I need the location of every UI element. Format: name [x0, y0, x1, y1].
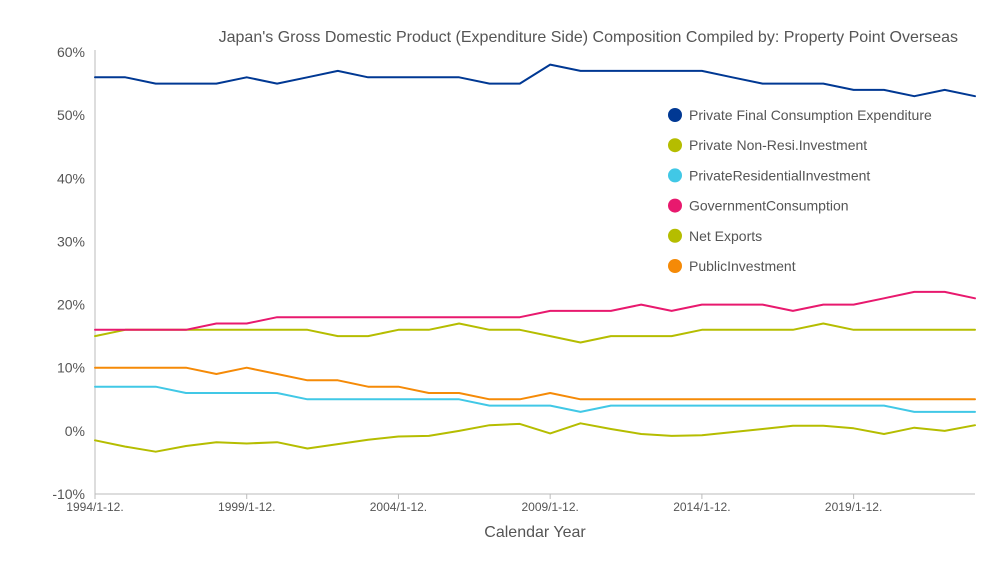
x-tick-label: 1994/1-12.	[66, 500, 123, 514]
series-line-0	[94, 63, 976, 98]
legend-label: PrivateResidentialInvestment	[689, 167, 870, 183]
series-line-1	[94, 322, 976, 344]
y-tick-label: 30%	[57, 233, 85, 249]
series-line-2	[94, 385, 976, 413]
legend-label: Private Final Consumption Expenditure	[689, 107, 932, 123]
series-line-4	[94, 422, 976, 453]
y-tick-label: 60%	[57, 44, 85, 60]
legend: Private Final Consumption Expenditure Pri…	[668, 107, 932, 274]
x-axis: 1994/1-12. 1999/1-12. 2004/1-12. 2009/1-12.…	[66, 493, 975, 514]
series-line-3	[94, 290, 976, 331]
y-axis: -10% 0% 10% 20% 30% 40% 50% 60%	[52, 44, 96, 502]
x-tick-label: 2004/1-12.	[370, 500, 427, 514]
series-layer	[94, 63, 976, 453]
y-tick-label: 0%	[65, 423, 85, 439]
legend-label: Private Non-Resi.Investment	[689, 137, 867, 153]
y-tick-label: 50%	[57, 107, 85, 123]
y-tick-label: 10%	[57, 360, 85, 376]
legend-marker	[668, 228, 682, 243]
legend-marker	[668, 108, 682, 122]
x-tick-label: 1999/1-12.	[218, 500, 275, 514]
y-tick-label: 20%	[57, 297, 85, 313]
y-tick-label: 40%	[57, 170, 85, 186]
legend-marker	[668, 168, 682, 183]
legend-marker	[668, 259, 682, 273]
legend-label: PublicInvestment	[689, 258, 796, 274]
chart-title: Japan's Gross Domestic Product (Expendit…	[219, 29, 958, 46]
y-tick-label: -10%	[52, 486, 85, 502]
series-line-5	[94, 366, 976, 401]
legend-label: Net Exports	[689, 228, 762, 244]
x-tick-label: 2014/1-12.	[673, 500, 730, 514]
legend-label: GovernmentConsumption	[689, 198, 849, 214]
legend-marker	[668, 198, 682, 213]
x-tick-label: 2019/1-12.	[825, 500, 882, 514]
x-axis-title: Calendar Year	[484, 524, 586, 541]
legend-marker	[668, 138, 682, 153]
x-tick-label: 2009/1-12.	[521, 500, 578, 514]
